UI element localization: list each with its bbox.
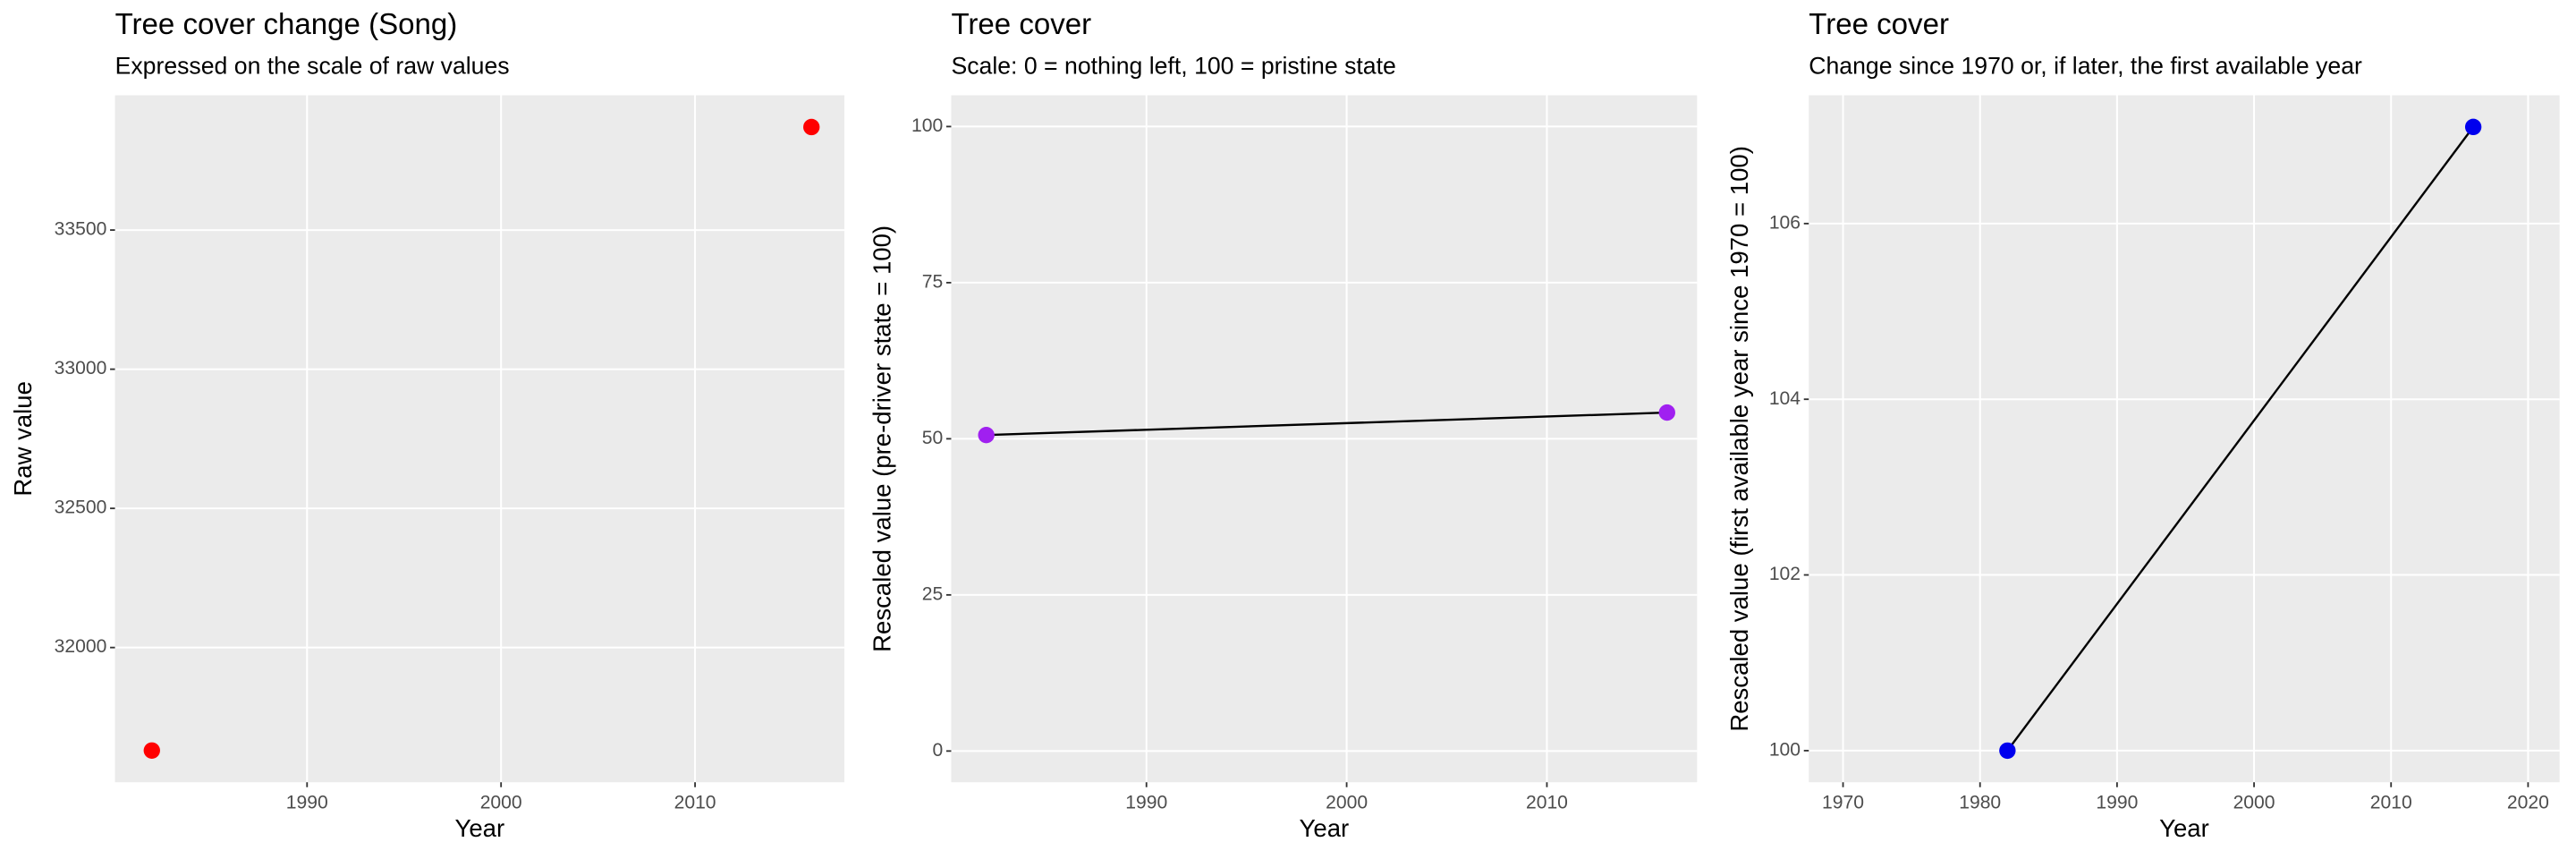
- x-tick-label: 2000: [480, 793, 522, 813]
- chart-title: Tree cover: [951, 8, 1091, 41]
- data-point: [143, 742, 160, 759]
- data-point: [2464, 118, 2482, 136]
- y-tick-label: 104: [1769, 388, 1801, 409]
- y-tick-label: 102: [1769, 564, 1801, 584]
- x-axis-title: Year: [2159, 814, 2209, 842]
- x-tick-label: 2010: [1526, 793, 1568, 813]
- data-point: [978, 427, 995, 444]
- y-tick-label: 25: [922, 583, 943, 604]
- x-tick-label: 2020: [2507, 793, 2549, 813]
- x-tick-label: 2010: [674, 793, 716, 813]
- data-point: [1999, 742, 2016, 760]
- chart-title: Tree cover: [1809, 8, 1949, 41]
- plot-panel: [1809, 95, 2560, 783]
- y-axis-title: Rescaled value (pre-driver state = 100): [868, 225, 895, 652]
- x-tick-label: 1990: [2096, 793, 2138, 813]
- x-tick-label: 2000: [1326, 793, 1368, 813]
- x-tick-label: 2010: [2370, 793, 2412, 813]
- chart-subtitle: Expressed on the scale of raw values: [115, 52, 510, 79]
- x-axis-title: Year: [1300, 814, 1350, 842]
- y-tick-label: 0: [933, 740, 944, 761]
- x-tick-label: 1970: [1822, 793, 1864, 813]
- x-tick-label: 1990: [1125, 793, 1167, 813]
- x-tick-label: 1980: [1959, 793, 2001, 813]
- y-tick-label: 106: [1769, 212, 1801, 233]
- x-tick-label: 2000: [2233, 793, 2275, 813]
- y-tick-label: 32000: [55, 636, 107, 657]
- y-axis-title: Raw value: [9, 381, 37, 497]
- data-line: [2006, 126, 2475, 752]
- data-line: [986, 411, 1667, 437]
- y-tick-label: 50: [922, 428, 943, 448]
- chart-subtitle: Scale: 0 = nothing left, 100 = pristine …: [951, 52, 1395, 79]
- y-tick-label: 33500: [55, 219, 107, 240]
- x-tick-label: 1990: [286, 793, 328, 813]
- y-tick-label: 75: [922, 271, 943, 292]
- x-axis-title: Year: [454, 814, 504, 842]
- y-tick-label: 100: [911, 115, 943, 136]
- chart-title: Tree cover change (Song): [115, 8, 458, 41]
- data-point: [1658, 404, 1675, 421]
- y-tick-label: 32500: [55, 498, 107, 518]
- data-point: [803, 118, 820, 136]
- plot-panel: [114, 95, 845, 783]
- chart-subtitle: Change since 1970 or, if later, the firs…: [1809, 52, 2362, 79]
- y-tick-label: 100: [1769, 739, 1801, 760]
- y-axis-title: Rescaled value (first available year sin…: [1725, 146, 1753, 732]
- y-tick-label: 33000: [55, 358, 107, 378]
